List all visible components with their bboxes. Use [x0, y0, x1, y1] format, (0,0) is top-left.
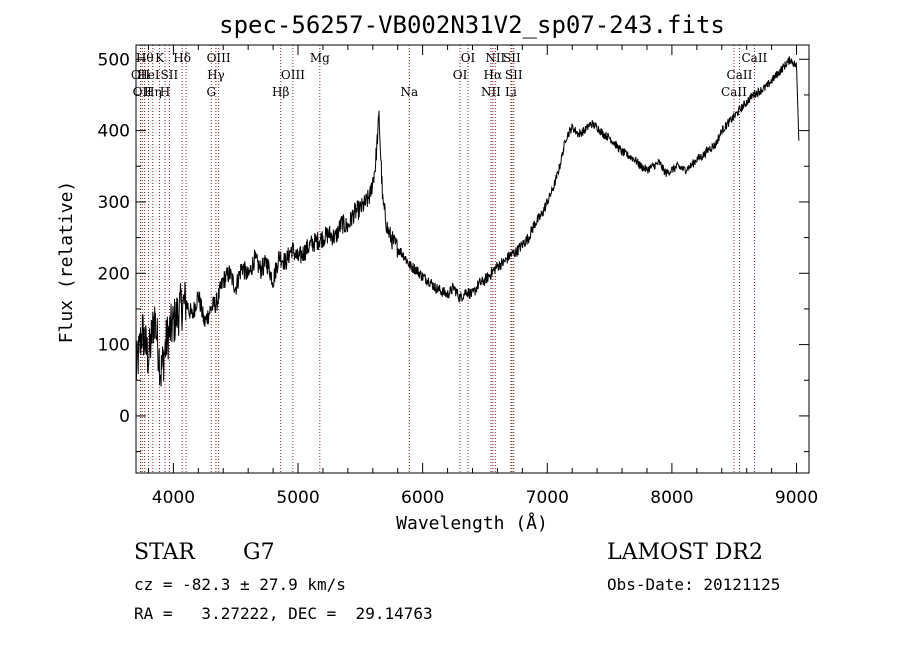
x-axis-label: Wavelength (Å) — [396, 512, 548, 534]
survey-name: LAMOST DR2 — [607, 540, 763, 565]
chart-title: spec-56257-VB002N31V2_sp07-243.fits — [219, 11, 725, 39]
obs-date: Obs-Date: 20121125 — [607, 575, 781, 594]
object-subclass: G7 — [243, 540, 275, 565]
y-tick-label-2: 200 — [98, 264, 130, 284]
y-axis-label: Flux (relative) — [56, 181, 77, 344]
line-label-13: Hβ — [272, 85, 289, 99]
coordinates: RA = 3.27222, DEC = 29.14763 — [134, 604, 433, 623]
line-label-23: SII — [503, 51, 521, 65]
y-tick-label-0: 0 — [119, 407, 130, 427]
spectrum-series-line — [135, 56, 800, 387]
line-label-15: Mg — [310, 51, 330, 65]
line-label-11: Hγ — [207, 68, 225, 82]
line-label-5: K — [155, 51, 165, 65]
line-label-7: SII — [161, 68, 179, 82]
line-label-8: Hδ — [173, 51, 191, 65]
line-label-20: Hα — [484, 68, 503, 82]
line-label-2: Hθ — [136, 51, 154, 65]
line-label-10: G — [206, 85, 216, 99]
x-tick-label-2: 6000 — [401, 488, 444, 508]
line-label-1: OII — [133, 85, 153, 99]
x-tick-label-0: 4000 — [152, 488, 195, 508]
line-label-25: CaII — [721, 85, 747, 99]
line-label-3: HeI — [137, 68, 160, 82]
line-label-24: SII — [505, 68, 523, 82]
y-tick-label-4: 400 — [98, 122, 130, 142]
x-tick-label-3: 7000 — [526, 488, 569, 508]
x-tick-label-1: 5000 — [276, 488, 319, 508]
axis-ticks: 4000 5000 6000 7000 8000 9000 0 100 200 300 400 500 — [98, 45, 818, 508]
spectral-line-markers — [139, 45, 755, 473]
plot-frame — [135, 44, 810, 474]
x-tick-label-4: 8000 — [650, 488, 693, 508]
y-tick-label-3: 300 — [98, 193, 130, 213]
line-label-6: H — [160, 85, 170, 99]
object-class: STAR — [134, 540, 195, 565]
y-tick-label-5: 500 — [98, 50, 130, 70]
line-label-18: OI — [461, 51, 476, 65]
line-label-19: NII — [481, 85, 501, 99]
x-tick-label-5: 9000 — [775, 488, 818, 508]
line-label-27: CaII — [741, 51, 767, 65]
line-label-4: Hη — [144, 85, 162, 99]
y-tick-label-1: 100 — [98, 336, 130, 356]
line-label-21: NII — [485, 51, 505, 65]
spectral-line-labels: OIIOIIHθHeIHηKHSIIHδGHγOIIIHβOIIIMgNaOIO… — [131, 51, 768, 99]
line-label-17: OI — [453, 68, 468, 82]
line-label-12: OIII — [207, 51, 231, 65]
line-label-16: Na — [400, 85, 418, 99]
line-label-14: OIII — [281, 68, 305, 82]
redshift-text: cz = -82.3 ± 27.9 km/s — [134, 575, 346, 594]
line-label-22: Li — [505, 85, 517, 99]
line-label-26: CaII — [727, 68, 753, 82]
